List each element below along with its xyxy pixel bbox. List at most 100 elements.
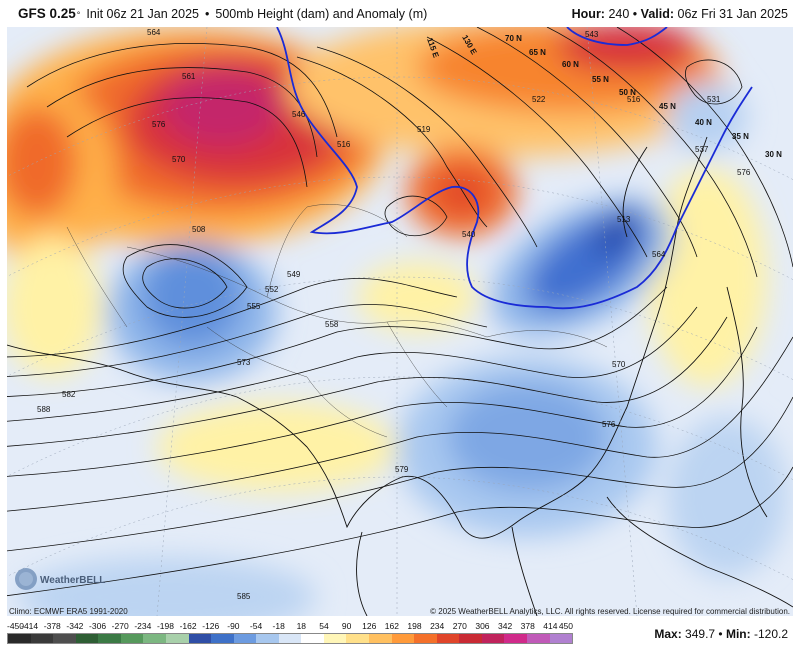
- colorbar-tick-label: -306: [89, 621, 107, 631]
- map-canvas: 564 561 570 576 546 516 519 522 508 549 …: [7, 27, 793, 616]
- product-name: 500mb Height (dam) and Anomaly (m): [215, 7, 428, 21]
- max-value: 349.7: [685, 627, 716, 641]
- contour-label: 576: [152, 120, 166, 129]
- colorbar-swatch: [165, 634, 189, 643]
- colorbar-swatch: [323, 634, 347, 643]
- colorbar-tick-label: -234: [134, 621, 152, 631]
- contour-label: 516: [337, 140, 351, 149]
- contour-label: 516: [627, 95, 641, 104]
- colorbar-tick-label: -378: [43, 621, 61, 631]
- anomaly-map: 564 561 570 576 546 516 519 522 508 549 …: [7, 27, 793, 616]
- colorbar-swatch: [436, 634, 460, 643]
- colorbar-tick-label: -90: [227, 621, 240, 631]
- contour-label: 546: [292, 110, 306, 119]
- colorbar-swatch: [301, 634, 324, 643]
- climo-credit: Climo: ECMWF ERA5 1991-2020: [9, 607, 128, 616]
- hour-value: 240: [608, 6, 630, 21]
- colorbar-swatch: [120, 634, 144, 643]
- colorbar-tick-label: 450: [558, 621, 573, 631]
- colorbar-tick-label: 234: [430, 621, 445, 631]
- borders: [66, 204, 608, 438]
- lat-label: 35 N: [732, 132, 749, 141]
- contour-label: 508: [192, 225, 206, 234]
- graticule: [7, 27, 793, 616]
- colorbar-tick-label: -18: [272, 621, 285, 631]
- colorbar-swatch: [8, 634, 31, 643]
- colorbar-tick-label: -54: [249, 621, 263, 631]
- colorbar-swatch: [391, 634, 415, 643]
- lat-label: 60 N: [562, 60, 579, 69]
- lat-label: 50 N: [619, 88, 636, 97]
- colorbar-swatch: [549, 634, 573, 643]
- colorbar-swatch: [143, 634, 166, 643]
- lat-label: 30 N: [765, 150, 782, 159]
- colorbar-swatch: [481, 634, 505, 643]
- colorbar-tick-label: 90: [341, 621, 352, 631]
- lat-label: 40 N: [695, 118, 712, 127]
- colorbar-tick-label: 54: [319, 621, 329, 631]
- colorbar-ticks: -450 -414 -378 -342 -306 -270 -234 -198 -162 -126…: [7, 621, 573, 632]
- contour-label: 564: [652, 250, 666, 259]
- coastlines: [7, 136, 793, 616]
- contour-label: 513: [617, 215, 631, 224]
- colorbar-tick-label: -450: [7, 621, 25, 631]
- colorbar-swatch: [504, 634, 527, 643]
- colorbar-tick-label: -414: [21, 621, 39, 631]
- max-min-readout: Max: 349.7 • Min: -120.2: [654, 627, 788, 641]
- graticule-labels: 70 N 65 N 60 N 55 N 50 N 45 N 40 N 35 N …: [425, 34, 782, 160]
- contour-labels: 564 561 570 576 546 516 519 522 508 549 …: [37, 28, 751, 601]
- colorbar-tick-label: 378: [520, 621, 535, 631]
- header-left: GFS 0.25 ° Init 06z 21 Jan 2025 • 500mb H…: [18, 6, 427, 21]
- header-right: Hour: 240 • Valid: 06z Fri 31 Jan 2025: [572, 7, 788, 21]
- colorbar-swatch: [30, 634, 54, 643]
- colorbar-swatch: [346, 634, 369, 643]
- colorbar-tick-label: 198: [407, 621, 422, 631]
- header-separator: •: [632, 6, 638, 21]
- colorbar-tick-label: -198: [156, 621, 174, 631]
- model-name: GFS 0.25: [18, 6, 76, 21]
- separator-dot: •: [204, 7, 210, 21]
- colorbar-swatch: [459, 634, 482, 643]
- colorbar-swatch: [75, 634, 99, 643]
- min-label: Min:: [725, 627, 751, 641]
- colorbar-swatch: [98, 634, 121, 643]
- contour-label: 570: [172, 155, 186, 164]
- blue-540-contour: [276, 27, 753, 310]
- lat-label: 45 N: [659, 102, 676, 111]
- colorbar-swatch: [278, 634, 302, 643]
- contour-label: 537: [695, 145, 709, 154]
- colorbar-swatch: [414, 634, 437, 643]
- contour-label: 576: [602, 420, 616, 429]
- contour-label: 558: [325, 320, 339, 329]
- contour-label: 552: [265, 285, 279, 294]
- colorbar-swatch: [211, 634, 234, 643]
- colorbar-tick-label: 342: [497, 621, 513, 631]
- copyright-credit: © 2025 WeatherBELL Analytics, LLC. All r…: [430, 607, 790, 616]
- maxmin-separator: •: [718, 627, 723, 641]
- valid-label: Valid:: [640, 6, 675, 21]
- header-bar: GFS 0.25 ° Init 06z 21 Jan 2025 • 500mb H…: [0, 0, 800, 27]
- lat-label: 70 N: [505, 34, 522, 43]
- contour-label: 573: [237, 358, 251, 367]
- colorbar-swatch: [188, 634, 212, 643]
- contour-label: 519: [417, 125, 431, 134]
- colorbar-tick-label: 126: [362, 621, 377, 631]
- colorbar-tick-label: -342: [66, 621, 84, 631]
- valid-value: 06z Fri 31 Jan 2025: [677, 6, 789, 21]
- weatherbell-logo: WeatherBELL: [12, 565, 112, 593]
- contour-label: 561: [182, 72, 196, 81]
- colorbar-swatch: [233, 634, 257, 643]
- contour-label: 579: [395, 465, 409, 474]
- contour-label: 549: [287, 270, 301, 279]
- min-value: -120.2: [753, 627, 788, 641]
- colorbar-swatch: [369, 634, 392, 643]
- contour-label: 555: [247, 302, 261, 311]
- colorbar-tick-label: 270: [452, 621, 467, 631]
- hour-label: Hour:: [571, 6, 605, 21]
- contour-label: 522: [532, 95, 546, 104]
- colorbar-tick-label: 306: [475, 621, 490, 631]
- contour-label: 564: [147, 28, 161, 37]
- lat-label: 65 N: [529, 48, 546, 57]
- colorbar-swatch: [526, 634, 550, 643]
- colorbar-swatches: [7, 633, 573, 644]
